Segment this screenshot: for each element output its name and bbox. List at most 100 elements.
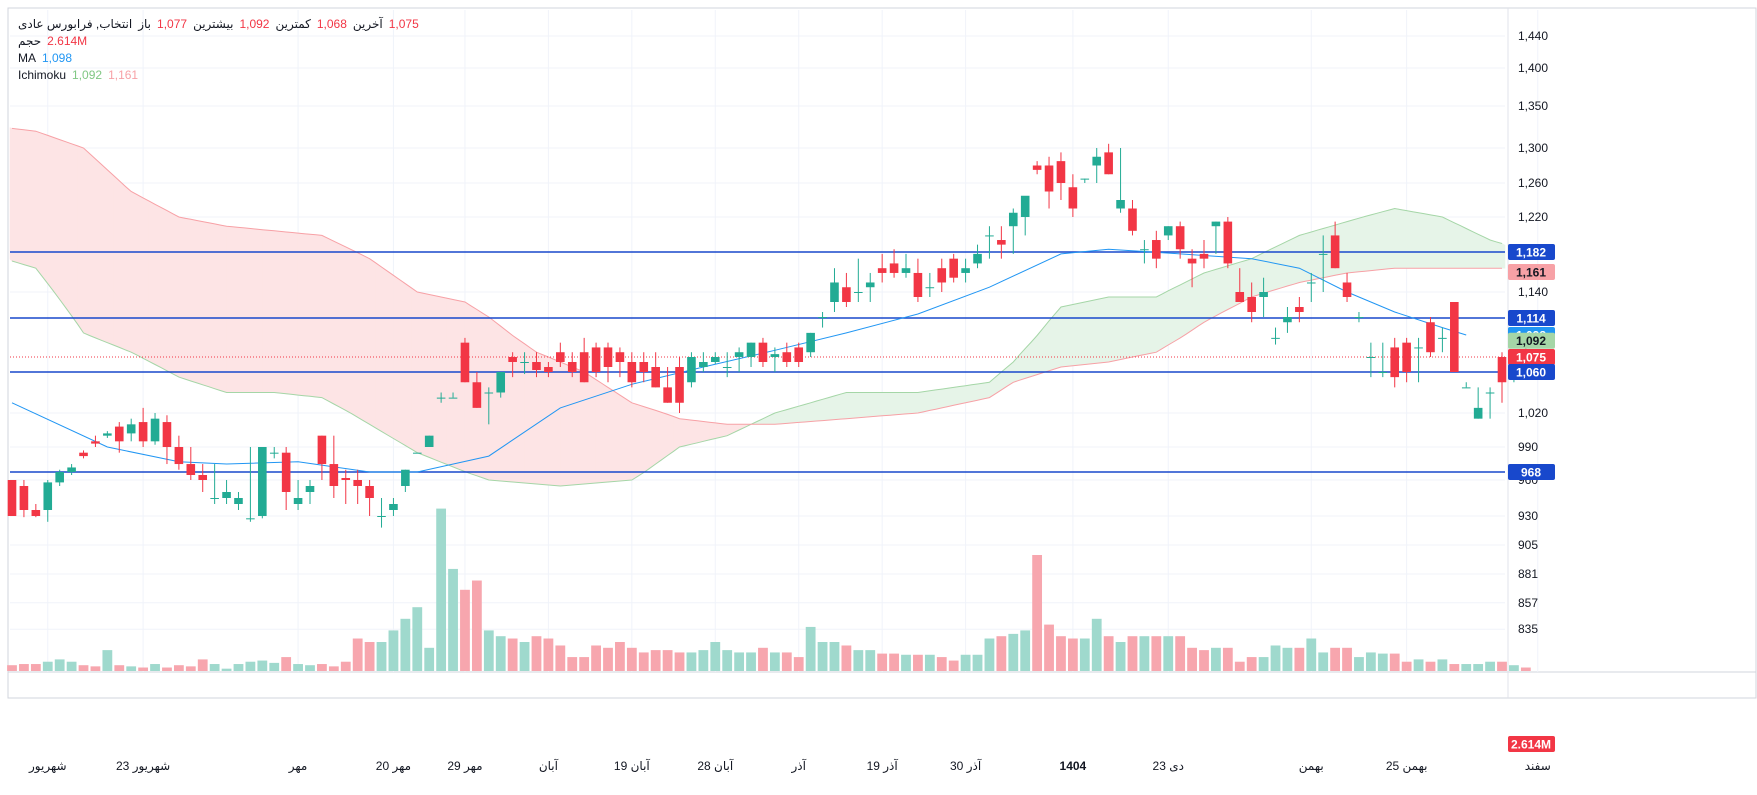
price-tag: 1,114: [1508, 310, 1555, 326]
volume-bar: [1151, 636, 1162, 671]
candle: [1426, 317, 1435, 357]
volume-bar: [1258, 657, 1269, 671]
cloud-segment: [1126, 296, 1133, 359]
legend-ma-row[interactable]: MA 1,098: [18, 50, 419, 67]
legend-ohlc-row: انتخاب, فرابورس عادی باز 1,077 بیشترین 1…: [18, 16, 419, 33]
cloud-segment: [1138, 296, 1145, 357]
candle-body: [401, 469, 410, 486]
volume-bar: [948, 660, 959, 671]
candle: [627, 352, 637, 388]
legend-open-label: باز: [138, 17, 152, 31]
legend-high-label: بیشترین: [193, 17, 234, 31]
candle: [877, 253, 887, 283]
volume-bar: [19, 664, 29, 671]
cloud-segment: [148, 200, 156, 365]
price-axis-label: 1,400: [1518, 61, 1548, 75]
cloud-segment: [1179, 281, 1187, 339]
candle: [1318, 235, 1328, 292]
candle-body: [329, 464, 339, 486]
volume-bar: [1365, 652, 1376, 671]
candle: [1235, 268, 1245, 302]
cloud-segment: [929, 389, 937, 411]
cloud-segment: [1257, 252, 1264, 296]
cloud-segment: [1489, 239, 1497, 269]
time-axis-label: 19 آبان: [614, 758, 650, 773]
candle-body: [79, 452, 88, 457]
volume-tag-label: 2.614M: [1511, 738, 1551, 752]
cloud-segment: [1167, 287, 1175, 346]
cloud-segment: [208, 222, 215, 390]
candle: [67, 464, 76, 475]
candle: [1020, 195, 1030, 236]
volume-bar: [841, 645, 852, 671]
cloud-segment: [780, 409, 788, 425]
volume-bar: [615, 642, 625, 671]
cloud-segment: [959, 385, 966, 405]
candle: [162, 415, 172, 465]
candle-body: [865, 282, 875, 288]
legend-volume-row[interactable]: حجم 2.614M: [18, 33, 419, 50]
candle-body: [901, 268, 911, 273]
price-tag-label: 1,114: [1516, 312, 1546, 326]
volume-bar: [7, 665, 17, 671]
cloud-segment: [941, 387, 949, 409]
cloud-segment: [446, 297, 454, 468]
cloud-segment: [554, 359, 561, 487]
candle: [91, 435, 100, 447]
cloud-segment: [899, 392, 907, 415]
candle: [329, 435, 339, 498]
candle-body: [615, 352, 625, 362]
legend-ichimoku-row[interactable]: Ichimoku 1,092 1,161: [18, 67, 419, 84]
legend-symbol[interactable]: انتخاب, فرابورس عادی: [18, 17, 133, 31]
candle-body: [1378, 372, 1388, 373]
candle-body: [412, 452, 422, 454]
cloud-segment: [1424, 213, 1431, 269]
candle-body: [961, 268, 970, 273]
cloud-segment: [1394, 208, 1401, 269]
legend-high-value: 1,092: [239, 17, 270, 31]
volume-bar: [960, 654, 971, 671]
candle: [722, 352, 732, 378]
cloud-segment: [881, 392, 889, 417]
candle: [234, 492, 243, 510]
price-axis-label: 1,300: [1518, 141, 1548, 155]
candle: [651, 352, 660, 388]
cloud-segment: [1227, 263, 1235, 310]
cloud-segment: [1430, 214, 1437, 269]
candle: [389, 498, 398, 516]
volume-bar: [1187, 647, 1197, 671]
time-axis-label: 25 بهمن: [1386, 759, 1428, 774]
cloud-segment: [613, 390, 621, 482]
cloud-segment: [95, 158, 102, 341]
cloud-segment: [1376, 211, 1384, 271]
candle-body: [842, 287, 851, 302]
candle-body: [556, 352, 565, 362]
candle-body: [1450, 302, 1459, 372]
volume-bar: [233, 664, 244, 671]
candle: [865, 272, 875, 302]
volume-bar: [364, 642, 375, 671]
candle-body: [496, 372, 506, 393]
candle: [579, 337, 589, 383]
candle: [532, 352, 541, 378]
candle: [1080, 178, 1090, 183]
candle: [889, 249, 899, 278]
cloud-segment: [1144, 296, 1151, 355]
price-axis-label: 905: [1518, 538, 1538, 552]
candle-body: [67, 467, 76, 472]
cloud-segment: [196, 220, 204, 386]
cloud-segment: [434, 295, 442, 463]
cloud-segment: [714, 422, 722, 439]
volume-bar: [1330, 647, 1341, 671]
candle-body: [436, 397, 446, 399]
candle-body: [365, 486, 374, 498]
price-tag: 1,182: [1508, 244, 1555, 260]
candle: [985, 226, 994, 259]
candle-body: [770, 354, 780, 357]
candle: [556, 342, 565, 367]
legend-close-label: آخرین: [352, 17, 383, 31]
cloud-segment: [709, 421, 716, 441]
price-tag-background: [1508, 364, 1555, 380]
